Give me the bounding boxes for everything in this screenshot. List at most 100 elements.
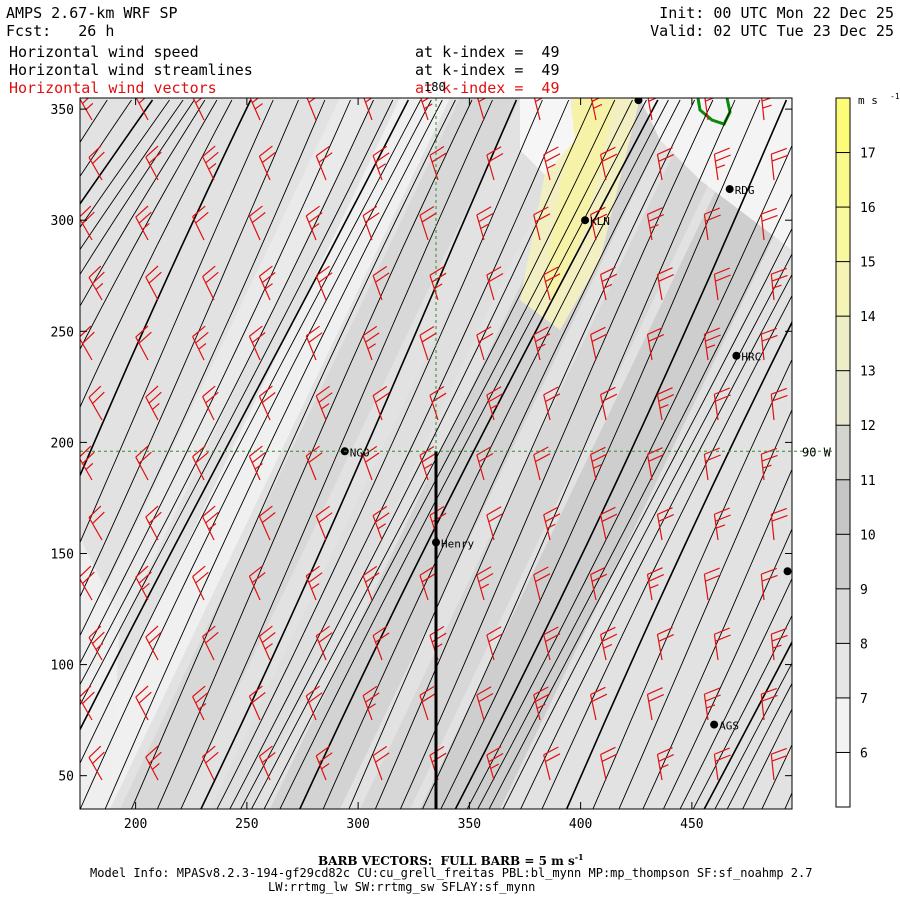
wind-barb — [372, 385, 390, 421]
colorbar-tick-label: 12 — [860, 419, 876, 434]
wind-barb — [372, 265, 390, 301]
y-tick-label: 50 — [58, 770, 74, 785]
streamline — [520, 273, 792, 809]
streamline — [80, 99, 206, 307]
wind-barb — [362, 565, 380, 601]
jet-core-inner — [545, 98, 615, 300]
physics-info: LW:rrtmg_lw SW:rrtmg_sw SFLAY:sf_mynn — [268, 880, 536, 894]
streamline — [454, 99, 788, 809]
streamline — [348, 99, 681, 809]
streamline — [80, 99, 351, 665]
colorbar-tick-label: 11 — [860, 474, 876, 489]
wind-barb — [770, 387, 788, 421]
wind-barb — [770, 747, 788, 781]
wind-barb — [600, 506, 618, 541]
wind-barb — [305, 565, 323, 601]
chart-title: AMPS 2.67-km WRF SP — [6, 4, 178, 22]
station-label: KLN — [590, 215, 610, 228]
colorbar-units-exp: -1 — [890, 92, 900, 101]
wind-barb — [202, 145, 219, 181]
wind-barb — [305, 685, 323, 721]
wind-barb — [372, 745, 390, 781]
wind-barb — [202, 505, 219, 541]
streamline — [180, 99, 493, 809]
streamline — [80, 99, 421, 765]
streamline — [263, 99, 633, 809]
colorbar-tick-label: 15 — [860, 256, 876, 271]
wind-barb — [476, 206, 494, 241]
streamline — [130, 99, 456, 809]
wind-barb — [315, 745, 333, 781]
wind-barb — [145, 385, 162, 421]
wind-barb — [476, 686, 494, 721]
streamline — [80, 99, 326, 637]
station-label: RDG — [735, 184, 755, 197]
station-marker — [783, 567, 792, 576]
wind-barb — [248, 565, 266, 601]
wind-barb — [202, 745, 219, 781]
streamline — [80, 99, 299, 598]
wind-barb — [646, 207, 665, 241]
streamline — [216, 99, 543, 809]
wind-barb — [543, 626, 561, 661]
wind-barb — [419, 566, 437, 601]
colorbar-tick-label: 16 — [860, 201, 876, 216]
y-tick-label: 350 — [51, 103, 74, 118]
streamline — [440, 99, 761, 809]
wind-barb — [760, 567, 778, 601]
plot-frame — [79, 97, 793, 810]
wind-barb — [258, 265, 276, 301]
streamline — [200, 99, 518, 809]
streamline — [250, 99, 616, 809]
model-info: Model Info: MPASv8.2.3-194-gf29cd82c CU:… — [90, 866, 813, 880]
field-level-speed: at k-index = 49 — [415, 43, 560, 61]
wind-barb — [486, 746, 504, 781]
speed-band-0 — [80, 98, 374, 713]
wind-barb — [476, 326, 494, 361]
speed-band-2 — [120, 98, 520, 809]
wind-barb — [656, 627, 675, 661]
colorbar-segment — [836, 588, 850, 644]
wind-barb — [600, 626, 618, 661]
station-marker — [725, 185, 734, 194]
wind-barb — [305, 325, 323, 361]
wind-barb — [315, 265, 333, 301]
station-marker — [732, 351, 741, 360]
y-tick-label: 200 — [51, 436, 74, 451]
y-tick-label: 150 — [51, 547, 74, 562]
wind-barb — [258, 145, 276, 181]
wind-barb — [600, 746, 618, 781]
wind-barb — [703, 687, 721, 721]
wind-barb — [192, 685, 209, 721]
wind-barb — [600, 266, 618, 301]
station-marker — [432, 538, 440, 547]
colorbar-segment — [836, 752, 850, 807]
wind-barb — [656, 507, 675, 541]
wind-barb — [543, 386, 561, 421]
wind-barb — [135, 325, 152, 361]
colorbar-segment — [836, 425, 850, 480]
streamline — [80, 99, 394, 706]
colorbar-tick-label: 6 — [860, 746, 868, 761]
wind-barb — [533, 566, 551, 601]
streamline — [592, 358, 792, 809]
streamline — [422, 99, 736, 809]
x-tick-label: 400 — [569, 817, 592, 832]
wind-barb — [315, 145, 333, 181]
parallel-label: 90 W — [802, 445, 832, 459]
forecast-hour: Fcst: 26 h — [6, 22, 115, 40]
field-label-speed: Horizontal wind speed — [9, 43, 199, 61]
wind-barb — [646, 687, 665, 721]
wind-barb — [429, 386, 447, 421]
wind-barb — [88, 745, 105, 781]
wind-barb — [305, 98, 323, 121]
colorbar-segment — [836, 534, 850, 589]
wind-barb — [80, 565, 95, 601]
colorbar-tick-label: 7 — [860, 692, 868, 707]
wind-barb — [258, 385, 276, 421]
field-level-vectors: at k-index = 49 — [415, 79, 560, 97]
wind-barb — [135, 685, 152, 721]
field-label-streamlines: Horizontal wind streamlines — [9, 61, 253, 79]
streamline — [298, 99, 659, 809]
wind-barb — [419, 326, 437, 361]
